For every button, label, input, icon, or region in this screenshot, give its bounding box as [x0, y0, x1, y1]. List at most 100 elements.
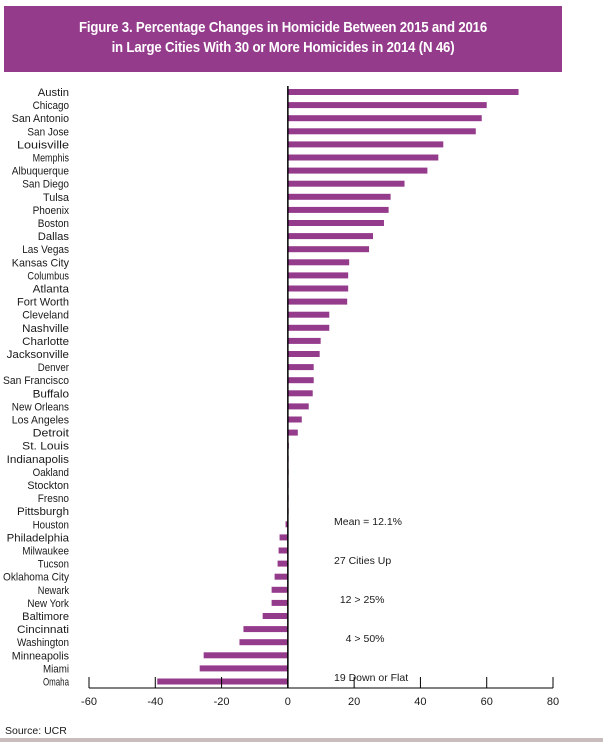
bar — [287, 429, 298, 436]
city-label: Los Angeles — [12, 415, 70, 427]
bar — [285, 521, 288, 528]
city-label: Minneapolis — [12, 650, 70, 662]
city-label: San Antonio — [12, 113, 69, 125]
bar — [287, 154, 439, 161]
city-label: Tucson — [38, 559, 69, 571]
bar — [157, 678, 288, 685]
x-tick-label: -40 — [147, 696, 163, 708]
city-label: Cincinnati — [17, 624, 69, 636]
city-label: Boston — [38, 218, 69, 230]
city-label: Jacksonville — [7, 349, 69, 361]
bar — [287, 259, 350, 266]
bar — [277, 560, 288, 567]
city-label: Baltimore — [22, 611, 69, 623]
bar — [279, 534, 288, 541]
bar — [287, 351, 320, 357]
bar — [243, 626, 288, 633]
x-tick-label: 80 — [547, 696, 559, 708]
bar — [287, 416, 302, 423]
bars — [157, 89, 519, 685]
bar — [199, 665, 288, 672]
bottom-divider — [0, 738, 603, 742]
city-label: Charlotte — [22, 336, 69, 348]
bar — [287, 364, 314, 371]
city-label: Fresno — [38, 493, 69, 505]
city-label: Dallas — [38, 231, 70, 243]
x-tick-label: -20 — [214, 696, 230, 708]
city-label: Phoenix — [33, 205, 70, 217]
x-tick-label: -60 — [81, 696, 97, 708]
bar — [278, 547, 288, 554]
bar — [287, 246, 370, 253]
bar — [287, 89, 519, 95]
city-label: Las Vegas — [22, 244, 69, 256]
bar — [287, 285, 349, 292]
bar — [287, 193, 391, 200]
city-label: San Jose — [27, 126, 69, 138]
city-label: Buffalo — [33, 388, 69, 400]
bar — [203, 652, 288, 659]
bar — [274, 573, 288, 580]
city-label: San Diego — [22, 179, 69, 191]
bar — [287, 272, 349, 279]
bar — [287, 141, 444, 148]
city-label: Tulsa — [43, 192, 70, 204]
city-label: Albuquerque — [12, 166, 69, 178]
source-note: Source: UCR — [5, 725, 67, 737]
bar — [287, 337, 321, 344]
x-tick-label: 60 — [481, 696, 493, 708]
city-label: Detroit — [33, 428, 69, 440]
annotation-over-50: 4 > 50% — [334, 633, 385, 645]
city-label: Columbus — [27, 270, 69, 282]
city-label: New York — [27, 598, 69, 610]
bar — [287, 206, 389, 213]
bar — [287, 180, 405, 187]
city-label: Oakland — [33, 467, 69, 479]
bar — [287, 128, 476, 135]
city-label: Denver — [38, 362, 69, 374]
city-label: Houston — [33, 519, 69, 531]
city-label: Chicago — [33, 100, 69, 112]
bar — [287, 220, 384, 226]
x-axis: -60 -40 -20 0 20 40 60 80 — [81, 677, 559, 708]
city-label: Milwaukee — [22, 546, 69, 558]
city-label: Washington — [17, 637, 69, 649]
bar — [287, 102, 487, 109]
bar — [287, 311, 330, 318]
city-label: Indianapolis — [7, 454, 70, 466]
city-label: Pittsburgh — [17, 506, 69, 518]
city-label: Oklahoma City — [3, 572, 69, 584]
annotation-down-or-flat: 19 Down or Flat — [334, 672, 409, 684]
city-label: Louisville — [17, 139, 69, 151]
city-label: St. Louis — [22, 441, 69, 453]
city-label: Memphis — [33, 153, 70, 165]
bar — [271, 599, 288, 606]
bar — [271, 586, 288, 593]
bar — [287, 233, 374, 240]
city-label: San Francisco — [3, 375, 69, 387]
city-label: Atlanta — [33, 284, 70, 296]
city-label: New Orleans — [12, 401, 70, 413]
city-label: Miami — [43, 663, 69, 675]
summary-annotation: Mean = 12.1% 27 Cities Up 12 > 25% 4 > 5… — [334, 490, 408, 698]
bar — [287, 115, 482, 122]
x-tick-label: 40 — [414, 696, 426, 708]
bar — [287, 403, 309, 410]
bar — [239, 639, 288, 646]
city-label: Philadelphia — [7, 532, 70, 544]
chart-title-banner: Figure 3. Percentage Changes in Homicide… — [4, 6, 562, 72]
city-label: Kansas City — [12, 257, 70, 269]
x-tick-label: 0 — [285, 696, 291, 708]
x-tick-label: 20 — [348, 696, 360, 708]
city-label: Austin — [38, 87, 69, 99]
city-label: Cleveland — [22, 310, 69, 322]
city-label: Newark — [38, 585, 70, 597]
city-label: Fort Worth — [17, 297, 69, 309]
bar — [287, 298, 348, 305]
bar — [262, 613, 288, 619]
annotation-mean: Mean = 12.1% — [334, 516, 403, 528]
bar — [287, 377, 314, 384]
chart-title-line-2: in Large Cities With 30 or More Homicide… — [111, 39, 455, 56]
